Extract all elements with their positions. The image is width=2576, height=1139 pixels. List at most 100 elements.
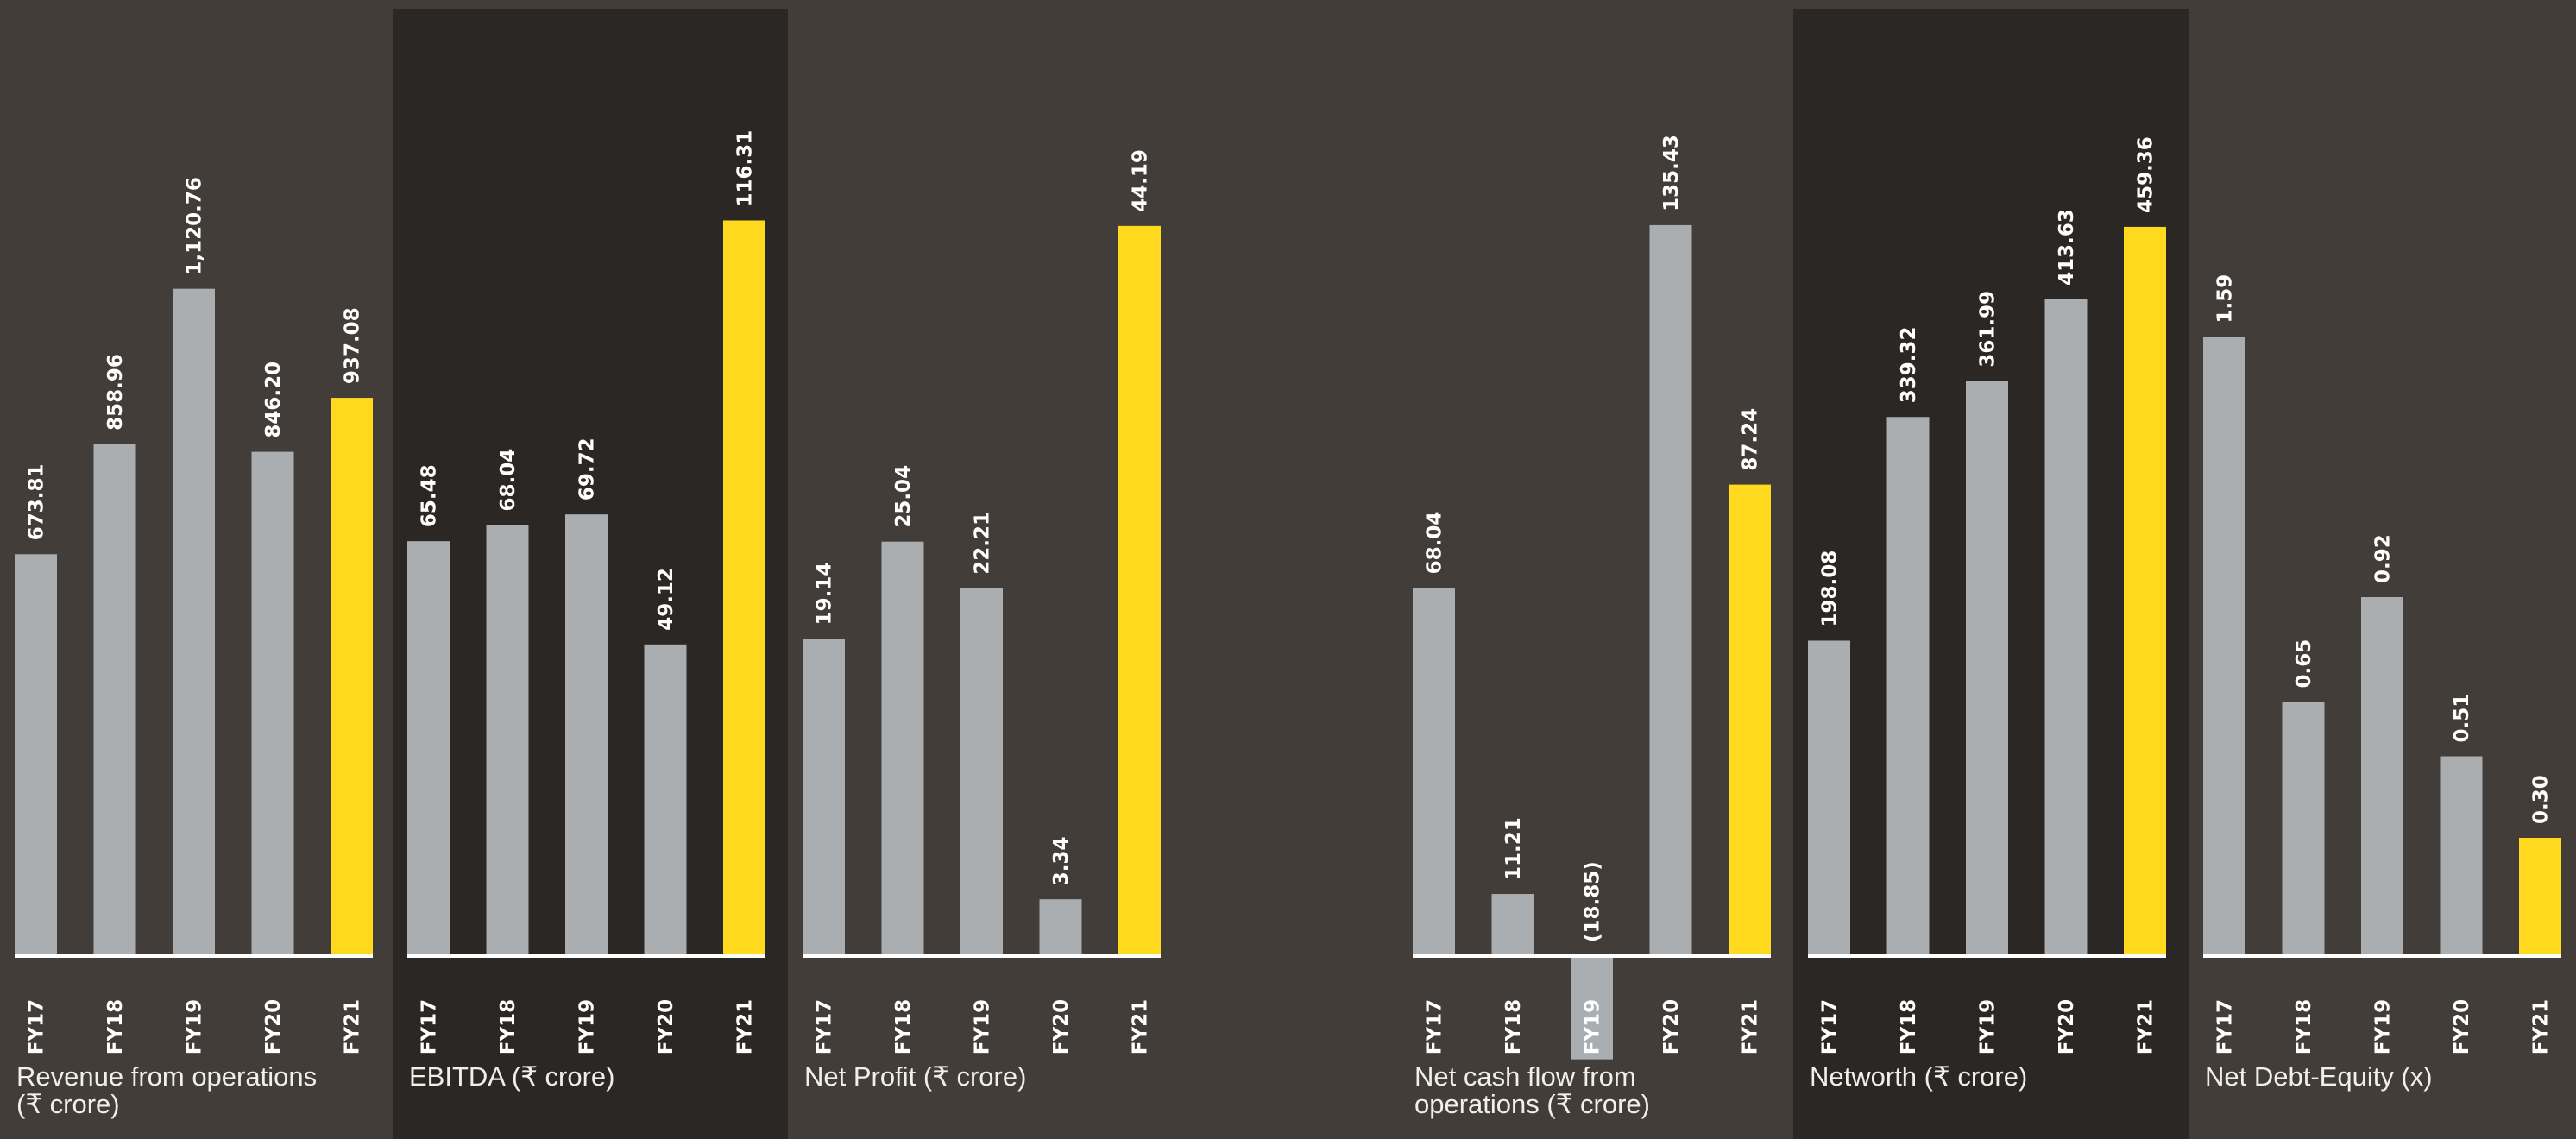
category-label: FY21 [2530,999,2553,1054]
bar-fy19 [2361,597,2403,954]
axis-baseline [15,954,373,958]
category-label: FY20 [262,999,285,1054]
value-label: 68.04 [1424,512,1446,575]
category-label: FY20 [2056,999,2078,1054]
category-label: FY17 [26,999,48,1054]
category-label: FY17 [1819,999,1842,1054]
value-label: 459.36 [2135,136,2157,213]
category-label: FY19 [1582,999,1604,1054]
category-label: FY21 [734,999,757,1054]
bar-fy21 [2124,226,2166,954]
category-label: FY19 [1977,999,2000,1054]
bar-fy19 [1966,381,2008,955]
bar-fy21 [2519,838,2561,954]
chart-svg-networth: 198.08 FY17 339.32 FY18 361.99 FY19 413.63 FY20… [1793,9,2189,1139]
value-label: (18.85) [1582,861,1604,942]
axis-baseline [407,954,765,958]
value-label: 87.24 [1740,408,1762,471]
category-label: FY18 [497,999,520,1054]
chart-title-net-profit: Net Profit (₹ crore) [804,1061,1027,1092]
value-label: 1,120.76 [184,177,206,275]
category-label: FY17 [814,999,836,1054]
category-label: FY20 [2451,999,2473,1054]
bar-fy19 [173,288,215,954]
bar-fy20 [2044,299,2088,954]
category-label: FY20 [655,999,677,1054]
category-label: FY18 [892,999,915,1054]
bar-fy20 [2440,756,2483,954]
bar-fy17 [1413,588,1455,954]
bar-fy20 [251,451,294,954]
value-label: 69.72 [576,437,599,500]
chart-panel-ebitda: 65.48 FY17 68.04 FY18 69.72 FY19 49.12 FY20 116.… [393,0,788,1139]
chart-title-ebitda: EBITDA (₹ crore) [409,1061,615,1092]
bar-fy17 [407,541,450,954]
category-label: FY21 [1740,999,1762,1054]
value-label: 11.21 [1502,817,1525,880]
bar-fy20 [1649,224,1692,954]
bar-fy21 [1118,225,1161,954]
chart-panel-net-profit: 19.14 FY17 25.04 FY18 22.21 FY19 3.34 FY20 44.19… [788,0,1181,1139]
bar-fy19 [565,514,608,954]
chart-svg-ebitda: 65.48 FY17 68.04 FY18 69.72 FY19 49.12 FY20 116.… [393,9,788,1139]
chart-svg-net-cash-flow: 68.04 FY17 11.21 FY18 (18.85) FY19 135.43 FY20 8… [1413,135,1771,1060]
chart-svg-revenue: 673.81 FY17 858.96 FY18 1,120.76 FY19 846.20 FY… [15,177,373,1054]
category-label: FY18 [1898,999,1920,1054]
bar-fy21 [1729,484,1771,954]
category-label: FY20 [1050,999,1073,1054]
value-label: 68.04 [497,449,520,512]
value-label: 19.14 [814,563,836,626]
bar-fy21 [723,220,765,954]
category-label: FY19 [184,999,206,1054]
chart-title-net-cash-flow: Net cash flow from operations (₹ crore) [1414,1061,1650,1119]
chart-title-networth: Networth (₹ crore) [1810,1061,2028,1092]
category-label: FY17 [419,999,441,1054]
chart-panel-networth: 198.08 FY17 339.32 FY18 361.99 FY19 413.63 FY20… [1793,0,2189,1139]
bar-fy21 [331,398,373,954]
category-label: FY17 [2214,999,2237,1054]
axis-baseline [803,954,1161,958]
chart-panel-revenue: 673.81 FY17 858.96 FY18 1,120.76 FY19 846.20 FY… [0,0,393,1139]
bar-fy18 [486,525,529,954]
value-label: 339.32 [1898,326,1920,403]
bar-fy19 [1571,958,1613,1060]
bar-fy17 [1808,640,1850,954]
bar-fy18 [1491,894,1534,954]
chart-title-revenue: Revenue from operations (₹ crore) [16,1061,318,1119]
chart-title-net-debt-equity: Net Debt-Equity (x) [2205,1061,2433,1092]
category-label: FY21 [2135,999,2157,1054]
category-label: FY19 [2372,999,2395,1054]
category-label: FY21 [1130,999,1152,1054]
bar-fy18 [2282,702,2325,954]
chart-panel-net-debt-equity: 1.59 FY17 0.65 FY18 0.92 FY19 0.51 FY20 0.30 FY21… [2189,0,2576,1139]
value-label: 0.92 [2372,534,2395,583]
bar-fy20 [644,644,687,954]
value-label: 0.65 [2293,639,2315,689]
value-label: 1.59 [2214,274,2237,324]
value-label: 198.08 [1819,551,1842,627]
value-label: 0.30 [2530,775,2553,824]
value-label: 937.08 [342,307,364,384]
value-label: 49.12 [655,568,677,631]
category-label: FY19 [576,999,599,1054]
axis-baseline [1808,954,2166,958]
category-label: FY18 [104,999,127,1054]
bar-fy17 [15,554,57,954]
bar-fy19 [960,588,1003,954]
bar-fy18 [881,541,924,954]
chart-panel-net-cash-flow: 68.04 FY17 11.21 FY18 (18.85) FY19 135.43 FY20 8… [1398,0,1793,1139]
category-label: FY21 [342,999,364,1054]
chart-svg-net-profit: 19.14 FY17 25.04 FY18 22.21 FY19 3.34 FY20 44.19… [803,149,1161,1054]
value-label: 673.81 [26,463,48,540]
value-label: 361.99 [1977,291,2000,368]
category-label: FY18 [2293,999,2315,1054]
value-label: 135.43 [1660,135,1683,211]
bar-fy17 [2203,337,2245,954]
value-label: 846.20 [262,362,285,438]
axis-baseline [1413,954,1771,958]
chart-svg-net-debt-equity: 1.59 FY17 0.65 FY18 0.92 FY19 0.51 FY20 0.30 FY21 [2203,274,2561,1054]
value-label: 22.21 [972,512,994,575]
category-label: FY20 [1660,999,1683,1054]
category-label: FY17 [1424,999,1446,1054]
